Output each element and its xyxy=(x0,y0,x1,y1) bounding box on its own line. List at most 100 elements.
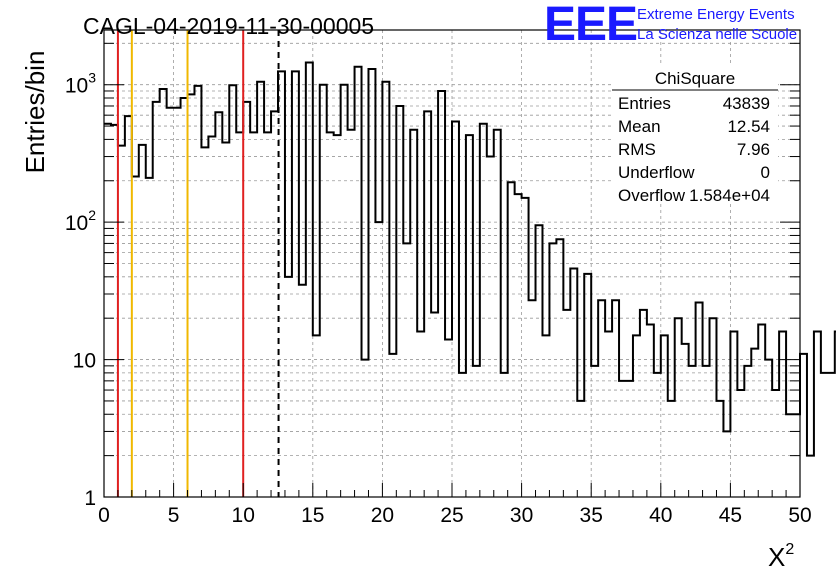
histogram-bin xyxy=(104,124,111,497)
histogram-bin xyxy=(327,132,334,497)
histogram-bin xyxy=(654,373,661,497)
x-tick-label: 30 xyxy=(510,504,533,527)
logo-mark: EEE xyxy=(544,0,637,51)
stats-box: ChiSquare Entries 43839 Mean 12.54 RMS 7… xyxy=(612,64,778,205)
histogram xyxy=(104,61,836,497)
histogram-bin xyxy=(146,178,153,497)
histogram-bin xyxy=(536,225,543,497)
stats-value-underflow: 0 xyxy=(761,163,770,182)
x-tick-labels: 0 5 10 15 20 25 30 35 40 45 50 xyxy=(98,504,812,527)
histogram-bin xyxy=(445,339,452,497)
histogram-bin xyxy=(299,285,306,497)
histogram-bin xyxy=(229,85,236,497)
histogram-bin xyxy=(633,335,640,497)
eee-logo: EEE Extreme Energy Events La Scienza nel… xyxy=(544,0,797,51)
histogram-bin xyxy=(682,344,689,497)
histogram-bin xyxy=(194,86,201,497)
x-tick-label: 5 xyxy=(168,504,180,527)
histogram-bin xyxy=(605,332,612,497)
stats-value-entries: 43839 xyxy=(723,94,770,113)
histogram-bin xyxy=(174,108,181,497)
histogram-bin xyxy=(153,102,160,497)
x-tick-label: 15 xyxy=(301,504,324,527)
x-tick-label: 35 xyxy=(580,504,603,527)
histogram-bin xyxy=(459,373,466,497)
x-tick-label: 0 xyxy=(98,504,110,527)
histogram-bin xyxy=(313,335,320,497)
x-tick-label: 45 xyxy=(719,504,742,527)
histogram-bin xyxy=(236,132,243,497)
histogram-bin xyxy=(355,67,362,497)
histogram-bin xyxy=(626,381,633,497)
histogram-bin xyxy=(160,89,167,497)
histogram-bin xyxy=(208,136,215,497)
histogram-bin xyxy=(341,85,348,497)
x-tick-label: 25 xyxy=(440,504,463,527)
histogram-bin xyxy=(487,157,494,497)
logo-line1: Extreme Energy Events xyxy=(637,6,795,23)
histogram-bin xyxy=(452,121,459,497)
histogram-bin xyxy=(285,277,292,497)
stats-name: ChiSquare xyxy=(655,69,735,88)
histogram-bin xyxy=(744,366,751,497)
histogram-bin xyxy=(508,182,515,497)
x-tick-label: 50 xyxy=(788,504,811,527)
histogram-bin xyxy=(132,176,139,497)
histogram-bin xyxy=(368,69,375,497)
histogram-bin xyxy=(167,108,174,497)
y-tick-label-base: 10 xyxy=(65,75,88,98)
histogram-bin xyxy=(821,373,828,497)
histogram-bin xyxy=(473,366,480,497)
stats-value-mean: 12.54 xyxy=(727,117,770,136)
histogram-bin xyxy=(382,82,389,497)
histogram-bin xyxy=(772,390,779,497)
histogram-bin xyxy=(201,147,208,497)
histogram-bin xyxy=(758,324,765,497)
histogram-bin xyxy=(320,85,327,497)
x-axis-label: X2 xyxy=(768,541,794,572)
histogram-bin xyxy=(529,300,536,497)
histogram-bin xyxy=(570,268,577,497)
histogram-bin xyxy=(403,243,410,497)
histogram-bin xyxy=(549,243,556,497)
y-tick-label-sup: 3 xyxy=(88,70,96,86)
histogram-bin xyxy=(814,332,821,497)
histogram-bin xyxy=(577,401,584,497)
histogram-bin xyxy=(250,132,257,497)
logo-line2: La Scienza nelle Scuole xyxy=(637,26,797,43)
histogram-bin xyxy=(716,401,723,497)
y-tick-label: 10 xyxy=(73,350,96,373)
histogram-bin xyxy=(737,390,744,497)
y-tick-label: 103 xyxy=(65,70,96,98)
histogram-bin xyxy=(598,300,605,497)
histogram-bin xyxy=(215,112,222,497)
histogram-bin xyxy=(556,239,563,497)
histogram-bin xyxy=(703,366,710,497)
stats-value-overflow: 1.584e+04 xyxy=(689,186,770,205)
x-tick-label: 10 xyxy=(232,504,255,527)
stats-label-rms: RMS xyxy=(618,140,656,159)
histogram-bin xyxy=(271,111,278,497)
y-tick-label-base: 10 xyxy=(65,212,88,235)
histogram-bin xyxy=(689,366,696,497)
histogram-bin xyxy=(619,381,626,497)
histogram-bin xyxy=(751,349,758,497)
histogram-bin xyxy=(389,354,396,497)
histogram-bin xyxy=(494,130,501,497)
x-axis-label-sup: 2 xyxy=(785,541,794,558)
stats-label-entries: Entries xyxy=(618,94,671,113)
histogram-bin xyxy=(222,142,229,497)
histogram-bin xyxy=(348,130,355,497)
histogram-bin xyxy=(522,198,529,497)
histogram-bin xyxy=(188,94,195,497)
histogram-bin xyxy=(438,91,445,497)
histogram-bin xyxy=(501,373,508,497)
histogram-bin xyxy=(362,360,369,497)
histogram-bin xyxy=(591,366,598,497)
stats-label-overflow: Overflow xyxy=(618,186,686,205)
histogram-bin xyxy=(710,318,717,497)
axis-ticks xyxy=(103,42,801,498)
reference-lines xyxy=(116,30,280,497)
histogram-bin xyxy=(661,335,668,497)
